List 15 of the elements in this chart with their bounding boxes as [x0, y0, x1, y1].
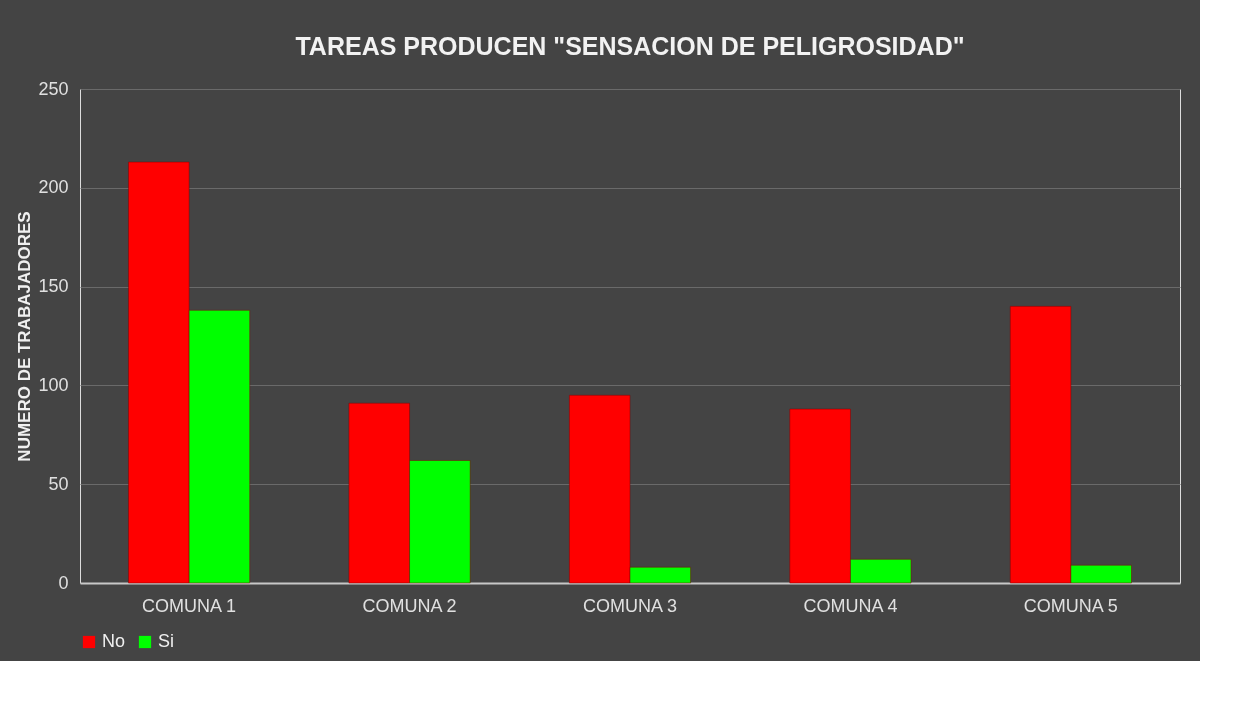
x-tick-label: COMUNA 4 — [803, 595, 898, 616]
x-tick-label: COMUNA 5 — [1023, 595, 1118, 616]
y-tick-label: 50 — [48, 473, 69, 494]
x-tick-label: COMUNA 1 — [142, 595, 237, 616]
y-tick-label: 150 — [38, 276, 69, 297]
x-tick-label: COMUNA 3 — [582, 595, 678, 616]
y-axis-title: NUMERO DE TRABAJADORES — [15, 211, 35, 462]
x-tick-label: COMUNA 2 — [362, 595, 457, 616]
y-tick-label: 0 — [58, 572, 69, 593]
chart-title: TAREAS PRODUCEN "SENSACION DE PELIGROSIDAD" — [295, 32, 965, 60]
y-tick-label: 200 — [38, 177, 69, 198]
y-tick-label: 250 — [38, 78, 69, 99]
legend-label: No — [102, 631, 126, 651]
y-tick-label: 100 — [38, 374, 69, 395]
legend-label: Si — [158, 631, 175, 651]
